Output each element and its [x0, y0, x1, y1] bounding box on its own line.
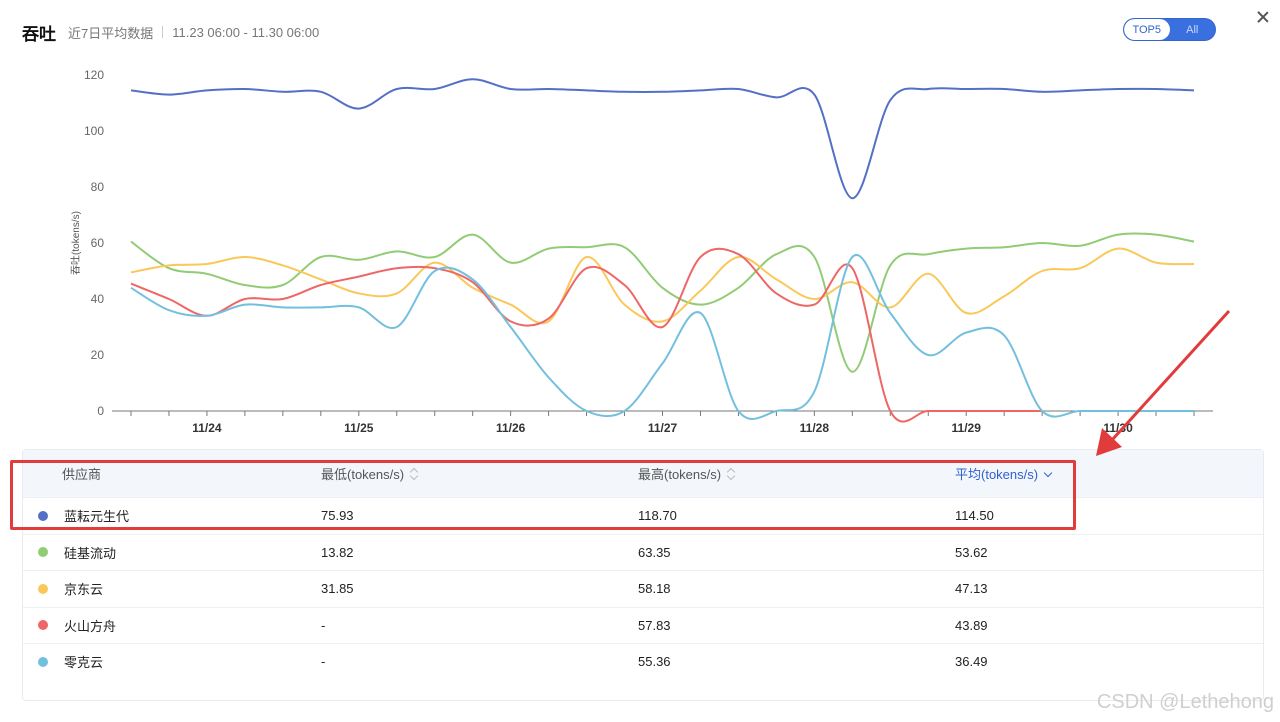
- vendor-name: 火山方舟: [64, 618, 117, 634]
- avg-cell: 114.50: [955, 508, 994, 524]
- min-cell: 31.85: [321, 581, 354, 597]
- series-line: [130, 247, 1043, 423]
- header-vendor: 供应商: [62, 467, 102, 482]
- date-range: 11.23 06:00 - 11.30 06:00: [172, 24, 320, 40]
- max-cell: 63.35: [638, 544, 671, 560]
- top-all-toggle[interactable]: TOP5 All: [1123, 18, 1216, 41]
- header-max[interactable]: 最高(tokens/s): [638, 464, 955, 483]
- series-line: [130, 78, 1195, 200]
- toggle-top5[interactable]: TOP5: [1124, 19, 1170, 40]
- table-row[interactable]: 火山方舟 - 57.83 43.89: [23, 606, 1263, 644]
- vendor-cell: 京东云: [23, 579, 321, 598]
- max-cell: 58.18: [638, 581, 671, 597]
- table-body: 蓝耘元生代 75.93 118.70 114.50 硅基流动 13.82 63.35 53.6…: [23, 497, 1263, 680]
- header-max-label: 最高(tokens/s): [638, 467, 722, 482]
- close-icon[interactable]: [1254, 9, 1272, 27]
- header-min[interactable]: 最低(tokens/s): [321, 464, 638, 483]
- highlight-box: [10, 460, 1076, 530]
- table-row[interactable]: 京东云 31.85 58.18 47.13: [23, 570, 1263, 607]
- y-tick-label: 120: [84, 68, 104, 82]
- vendor-name: 京东云: [64, 582, 104, 598]
- max-cell: 57.83: [638, 617, 671, 633]
- min-cell: 75.93: [321, 508, 354, 524]
- table-row[interactable]: 蓝耘元生代 75.93 118.70 114.50: [23, 497, 1263, 534]
- series-line: [130, 253, 1194, 421]
- table-row[interactable]: 零克云 - 55.36 36.49: [23, 643, 1263, 680]
- x-tick-label: 11/28: [800, 421, 830, 435]
- header-avg-label: 平均(tokens/s): [955, 467, 1039, 482]
- series-line: [130, 247, 1195, 325]
- table-row[interactable]: 硅基流动 13.82 63.35 53.62: [23, 533, 1263, 571]
- min-cell: -: [321, 654, 326, 670]
- subtitle: 近7日平均数据: [68, 25, 154, 41]
- y-tick-label: 20: [91, 348, 105, 362]
- divider: [162, 26, 164, 38]
- avg-cell: 36.49: [955, 654, 988, 670]
- min-cell: 13.82: [321, 544, 354, 560]
- y-tick-label: 100: [84, 124, 104, 138]
- vendor-cell: 蓝耘元生代: [23, 506, 321, 525]
- x-tick-label: 11/24: [192, 421, 222, 435]
- x-tick-label: 11/30: [1103, 421, 1133, 435]
- y-axis-label: 吞吐(tokens/s): [70, 211, 82, 275]
- x-tick-label: 11/26: [496, 421, 526, 435]
- throughput-chart: 0 20 40 60 80 100 120 11/24 11/25 11/26 11/27 11/28…: [70, 68, 1213, 435]
- avg-cell: 53.62: [955, 544, 988, 560]
- x-tick-label: 11/25: [344, 421, 374, 435]
- table-header: 供应商 最低(tokens/s) 最高(tokens/s) 平均(tokens/…: [23, 450, 1263, 497]
- legend-dot-icon: [38, 547, 48, 558]
- header: 吞吐 近7日平均数据 11.23 06:00 - 11.30 06:00: [22, 20, 319, 44]
- header-min-label: 最低(tokens/s): [321, 467, 405, 482]
- toggle-all[interactable]: All: [1186, 23, 1199, 36]
- chart-axes: 0 20 40 60 80 100 120 11/24 11/25 11/26 11/27 11/28…: [84, 68, 1213, 435]
- y-tick-label: 0: [97, 404, 104, 418]
- header-avg[interactable]: 平均(tokens/s): [955, 464, 1255, 483]
- vendor-table: 供应商 最低(tokens/s) 最高(tokens/s) 平均(tokens/…: [22, 449, 1264, 701]
- x-tick-label: 11/29: [952, 421, 982, 435]
- chart-lines: [130, 78, 1195, 423]
- y-tick-label: 40: [91, 292, 105, 306]
- avg-cell: 47.13: [955, 581, 988, 597]
- vendor-cell: 火山方舟: [23, 616, 321, 635]
- vendor-name: 硅基流动: [64, 545, 117, 561]
- y-tick-label: 80: [91, 180, 105, 194]
- legend-dot-icon: [38, 620, 48, 631]
- legend-dot-icon: [38, 583, 48, 594]
- vendor-cell: 零克云: [23, 652, 321, 671]
- legend-dot-icon: [38, 510, 48, 521]
- vendor-name: 蓝耘元生代: [64, 509, 130, 525]
- series-line: [130, 232, 1195, 373]
- x-tick-label: 11/27: [648, 421, 678, 435]
- min-cell: -: [321, 617, 326, 633]
- avg-cell: 43.89: [955, 617, 988, 633]
- legend-dot-icon: [38, 656, 48, 667]
- max-cell: 118.70: [638, 508, 677, 524]
- max-cell: 55.36: [638, 654, 671, 670]
- y-tick-label: 60: [91, 236, 105, 250]
- vendor-name: 零克云: [64, 655, 104, 671]
- vendor-cell: 硅基流动: [23, 543, 321, 562]
- watermark: CSDN @Lethehong: [1096, 691, 1274, 713]
- page-title: 吞吐: [22, 24, 56, 44]
